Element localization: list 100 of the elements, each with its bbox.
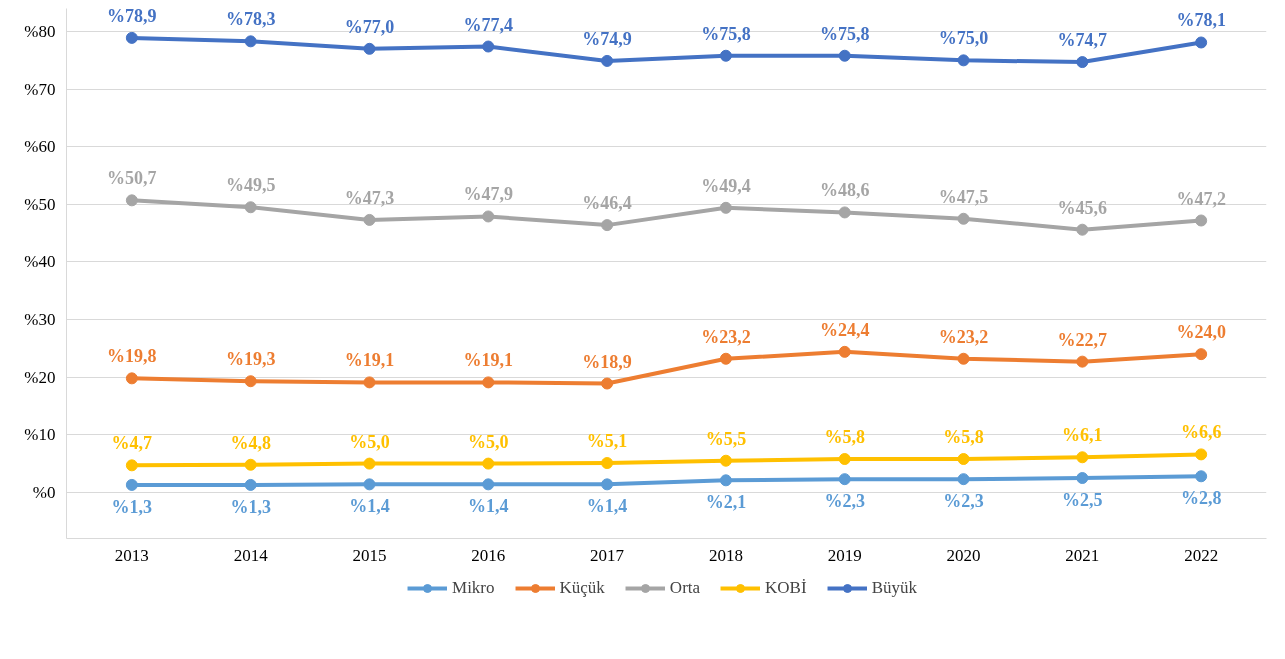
point bbox=[719, 49, 732, 62]
data-label: %5,8 bbox=[943, 427, 984, 447]
data-label: %19,1 bbox=[463, 350, 514, 371]
point bbox=[838, 473, 851, 486]
point bbox=[601, 377, 614, 390]
data-label: %50,7 bbox=[107, 168, 157, 189]
point bbox=[957, 453, 970, 465]
data-label: %24,0 bbox=[1176, 322, 1226, 343]
data-label: %5,0 bbox=[349, 431, 390, 452]
data-label: %4,7 bbox=[111, 433, 153, 454]
x-tick-label: 2016 bbox=[471, 545, 506, 565]
y-tick-label: %30 bbox=[24, 310, 56, 330]
data-label: %47,2 bbox=[1176, 188, 1226, 209]
point bbox=[125, 459, 138, 472]
data-label: %6,1 bbox=[1062, 425, 1103, 446]
data-label: %19,8 bbox=[107, 346, 157, 367]
data-label: %77,4 bbox=[463, 14, 514, 35]
x-tick-label: 2013 bbox=[114, 545, 149, 565]
point bbox=[1195, 470, 1208, 483]
legend-label: KOBİ bbox=[765, 578, 807, 598]
point bbox=[125, 31, 138, 44]
data-label: %49,5 bbox=[225, 175, 276, 196]
point bbox=[957, 352, 970, 365]
data-label: %45,6 bbox=[1057, 197, 1108, 218]
x-tick-label: 2020 bbox=[946, 545, 981, 565]
data-label: %46,4 bbox=[582, 193, 632, 214]
data-label: %18,9 bbox=[582, 351, 632, 372]
y-tick-label: %20 bbox=[24, 367, 56, 387]
point bbox=[601, 478, 614, 491]
point bbox=[1076, 56, 1089, 69]
data-label: %2,3 bbox=[824, 491, 865, 512]
point bbox=[1076, 355, 1089, 368]
point bbox=[125, 372, 138, 385]
x-tick-label: 2014 bbox=[233, 545, 269, 565]
data-label: %1,4 bbox=[586, 496, 628, 517]
point bbox=[1076, 223, 1089, 236]
data-label: %22,7 bbox=[1057, 329, 1108, 350]
point bbox=[244, 478, 257, 491]
point bbox=[957, 212, 970, 225]
data-label: %23,2 bbox=[701, 326, 751, 347]
point bbox=[482, 40, 495, 53]
y-tick-label: %40 bbox=[24, 252, 56, 272]
data-label: %74,7 bbox=[1057, 30, 1108, 51]
point bbox=[838, 206, 851, 219]
data-label: %49,4 bbox=[701, 175, 751, 196]
legend-label: Orta bbox=[669, 578, 701, 598]
point bbox=[838, 453, 851, 465]
point bbox=[1076, 472, 1089, 484]
data-label: %2,1 bbox=[705, 492, 747, 513]
data-label: %19,3 bbox=[225, 349, 276, 370]
data-label: %78,1 bbox=[1176, 10, 1226, 31]
x-tick-label: 2018 bbox=[708, 545, 743, 565]
data-label: %6,6 bbox=[1180, 422, 1222, 443]
data-label: %1,3 bbox=[230, 496, 271, 517]
point bbox=[363, 478, 376, 491]
point bbox=[957, 54, 970, 67]
legend-label: Mikro bbox=[452, 578, 495, 598]
data-label: %5,8 bbox=[824, 427, 865, 447]
data-label: %4,8 bbox=[230, 432, 271, 453]
point bbox=[601, 219, 614, 232]
y-tick-label: %70 bbox=[24, 79, 56, 99]
data-label: %2,3 bbox=[943, 491, 984, 512]
point bbox=[482, 457, 495, 470]
point bbox=[838, 49, 851, 62]
data-label: %47,5 bbox=[938, 186, 989, 207]
y-tick-label: %50 bbox=[24, 194, 56, 214]
x-tick-label: 2022 bbox=[1184, 545, 1219, 565]
point bbox=[1195, 448, 1208, 461]
data-label: %2,5 bbox=[1062, 490, 1103, 511]
data-label: %1,4 bbox=[468, 496, 509, 517]
point bbox=[957, 473, 970, 486]
point bbox=[1195, 348, 1208, 361]
point bbox=[838, 345, 851, 358]
point bbox=[719, 201, 732, 214]
data-label: %2,8 bbox=[1180, 488, 1222, 509]
data-label: %75,8 bbox=[819, 23, 870, 44]
legend-label: Küçük bbox=[559, 578, 605, 598]
point bbox=[363, 457, 376, 470]
data-label: %24,4 bbox=[819, 319, 870, 340]
x-tick-label: 2021 bbox=[1065, 545, 1100, 565]
data-label: %74,9 bbox=[582, 28, 632, 49]
point bbox=[601, 457, 614, 470]
point bbox=[1195, 36, 1208, 49]
data-label: %47,3 bbox=[344, 187, 395, 208]
point bbox=[244, 375, 257, 388]
data-label: %1,3 bbox=[111, 496, 153, 517]
y-tick-label: %60 bbox=[24, 137, 56, 157]
data-label: %5,1 bbox=[586, 431, 628, 452]
data-label: %75,8 bbox=[701, 23, 751, 44]
y-tick-label: %0 bbox=[32, 482, 56, 502]
data-label: %77,0 bbox=[344, 16, 395, 37]
point bbox=[601, 54, 614, 67]
y-tick-label: %80 bbox=[24, 22, 56, 42]
point bbox=[719, 352, 732, 365]
x-tick-label: 2015 bbox=[352, 545, 387, 565]
point bbox=[363, 42, 376, 55]
x-tick-label: 2017 bbox=[590, 545, 625, 565]
data-label: %19,1 bbox=[344, 350, 395, 371]
point bbox=[719, 474, 732, 487]
y-tick-label: %10 bbox=[24, 425, 56, 445]
